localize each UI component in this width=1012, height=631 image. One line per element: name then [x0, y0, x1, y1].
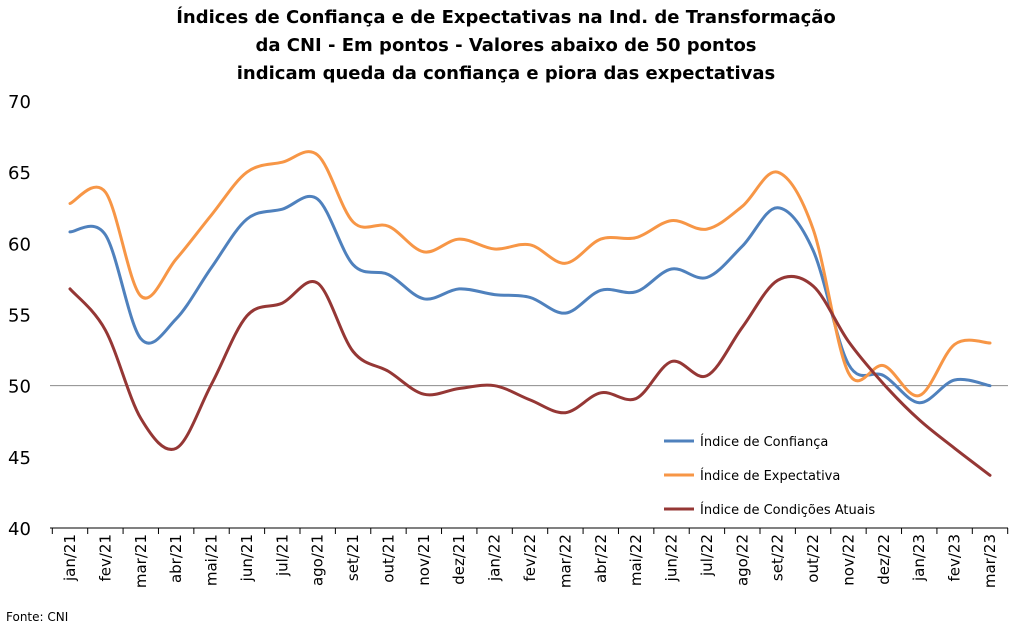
x-tick-label: jan/23 [910, 534, 928, 582]
y-tick-label: 70 [8, 92, 31, 113]
y-tick-label: 45 [8, 448, 31, 469]
y-tick-label: 55 [8, 306, 31, 327]
series-lines [68, 150, 992, 477]
x-tick-label: set/22 [769, 534, 787, 581]
x-tick-label: mai/21 [203, 534, 221, 586]
x-tick-label: mar/21 [132, 534, 150, 588]
x-tick-label: dez/21 [450, 534, 468, 585]
x-tick-label: jun/21 [238, 534, 256, 582]
legend: Índice de Confiança Índice de Expectativa… [664, 434, 875, 518]
x-tick-label: mai/22 [627, 534, 645, 586]
legend-label: Índice de Condições Atuais [700, 502, 875, 518]
chart-title-line-1: Índices de Confiança e de Expectativas n… [176, 7, 836, 28]
legend-label: Índice de Expectativa [700, 468, 840, 484]
y-tick-label: 50 [8, 377, 31, 398]
series-line-confianca [68, 194, 992, 405]
chart-title-line-3: indicam queda da confiança e piora das e… [236, 63, 776, 84]
x-tick-label: set/21 [344, 534, 362, 581]
chart-title-line-2: da CNI - Em pontos - Valores abaixo de 5… [255, 35, 757, 56]
x-tick-label: fev/22 [521, 534, 539, 582]
x-tick-label: jun/22 [663, 534, 681, 582]
x-tick-label: fev/23 [946, 534, 964, 582]
x-tick-label: jan/22 [486, 534, 504, 582]
series-line-expectativa [68, 150, 992, 398]
source-note: Fonte: CNI [6, 610, 69, 624]
legend-label: Índice de Confiança [700, 434, 828, 450]
x-tick-label: ago/22 [733, 534, 751, 586]
x-tick-label: ago/21 [309, 534, 327, 586]
x-tick-label: jul/22 [698, 534, 716, 577]
x-tick-label: nov/21 [415, 534, 433, 586]
x-tick-label: dez/22 [875, 534, 893, 585]
series-line-condicoes-atuais [68, 274, 992, 477]
x-tick-label: nov/22 [839, 534, 857, 586]
x-tick-label: fev/21 [96, 534, 114, 582]
y-tick-label: 65 [8, 163, 31, 184]
x-tick-label: jan/21 [61, 534, 79, 582]
x-tick-label: out/22 [804, 534, 822, 583]
x-tick-label: abr/22 [592, 534, 610, 583]
chart-title: Índices de Confiança e de Expectativas n… [0, 4, 1012, 88]
y-tick-label: 60 [8, 234, 31, 255]
y-tick-label: 40 [8, 519, 31, 540]
x-tick-label: mar/23 [981, 534, 999, 588]
x-tick-label: out/21 [379, 534, 397, 583]
x-tick-label: abr/21 [167, 534, 185, 583]
axes: 40 45 50 55 60 65 70 jan/21 fev/21 mar/21 abr/21 ma… [8, 92, 1009, 588]
x-tick-label: mar/22 [556, 534, 574, 588]
x-tick-label: jul/21 [273, 534, 291, 577]
